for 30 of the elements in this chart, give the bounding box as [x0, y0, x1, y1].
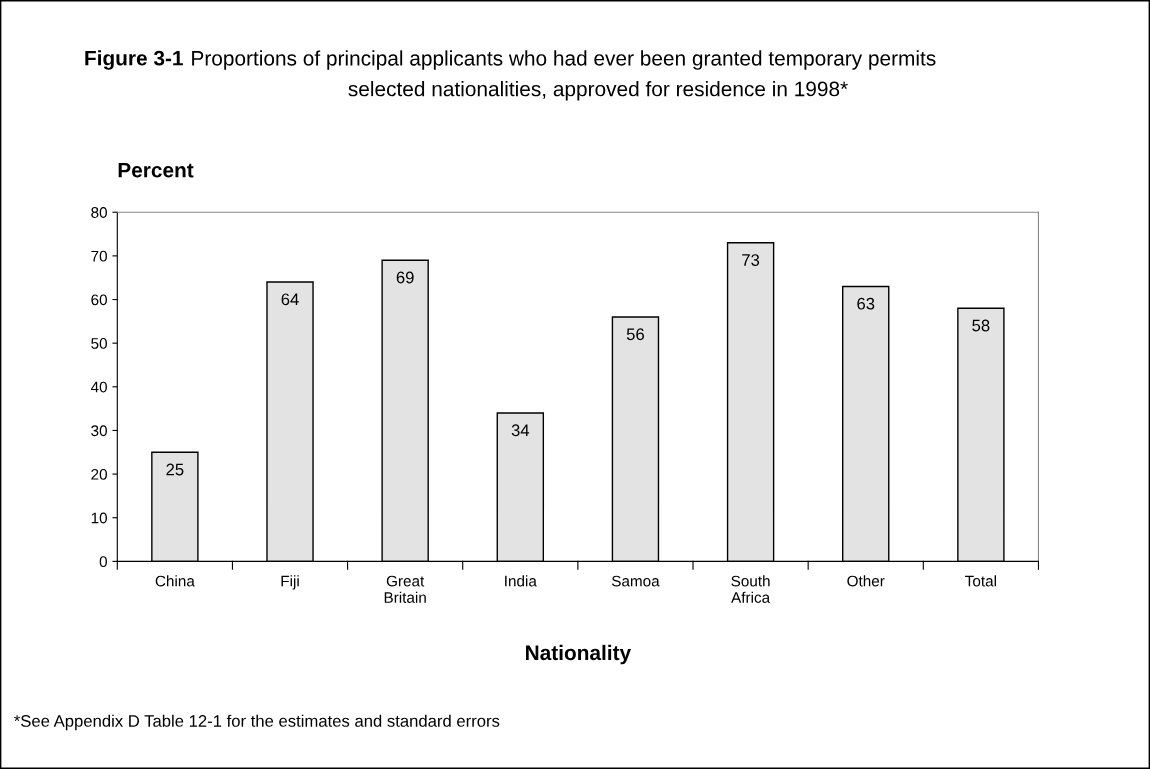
text: *See Appendix D Table 12-1 for the estimates and standard errors [14, 714, 500, 731]
y-tick-label: 80 [91, 207, 107, 218]
y-tick-label: 30 [91, 425, 107, 437]
x-tick-label: Samoa [611, 575, 660, 587]
x-tick-label: Total [965, 575, 996, 587]
data-label: 69 [396, 271, 414, 284]
x-tick-label: India [505, 575, 537, 587]
y-axis-title: Percent [118, 163, 194, 178]
data-label: 34 [511, 424, 530, 437]
y-tick-label: 60 [91, 294, 107, 306]
x-tick-label: China [155, 575, 195, 587]
y-tick-label: 10 [91, 512, 107, 524]
y-tick-label: 20 [91, 468, 107, 480]
x-tick-label: Great Britain [384, 575, 426, 603]
y-tick-label: 50 [91, 338, 107, 349]
y-tick-label: 70 [91, 250, 107, 262]
x-axis-title: Nationality [526, 644, 632, 665]
x-tick-label: Other [847, 575, 885, 587]
data-label: 25 [166, 463, 184, 476]
chart-title: Figure 3-1 [85, 50, 183, 70]
text: Proportions of principal applicants who had ever been granted temporary permits selected nationalities, approved for residence in 1998* [192, 50, 936, 101]
y-tick-label: 0 [99, 556, 107, 568]
data-label: 73 [742, 254, 760, 266]
x-tick-label: South Africa [731, 575, 771, 603]
data-label: 64 [281, 293, 299, 306]
data-label: 56 [626, 328, 644, 341]
data-label: 63 [857, 297, 875, 310]
data-label: 58 [972, 319, 990, 332]
y-tick-label: 40 [90, 381, 107, 393]
x-tick-label: Fiji [281, 575, 299, 590]
